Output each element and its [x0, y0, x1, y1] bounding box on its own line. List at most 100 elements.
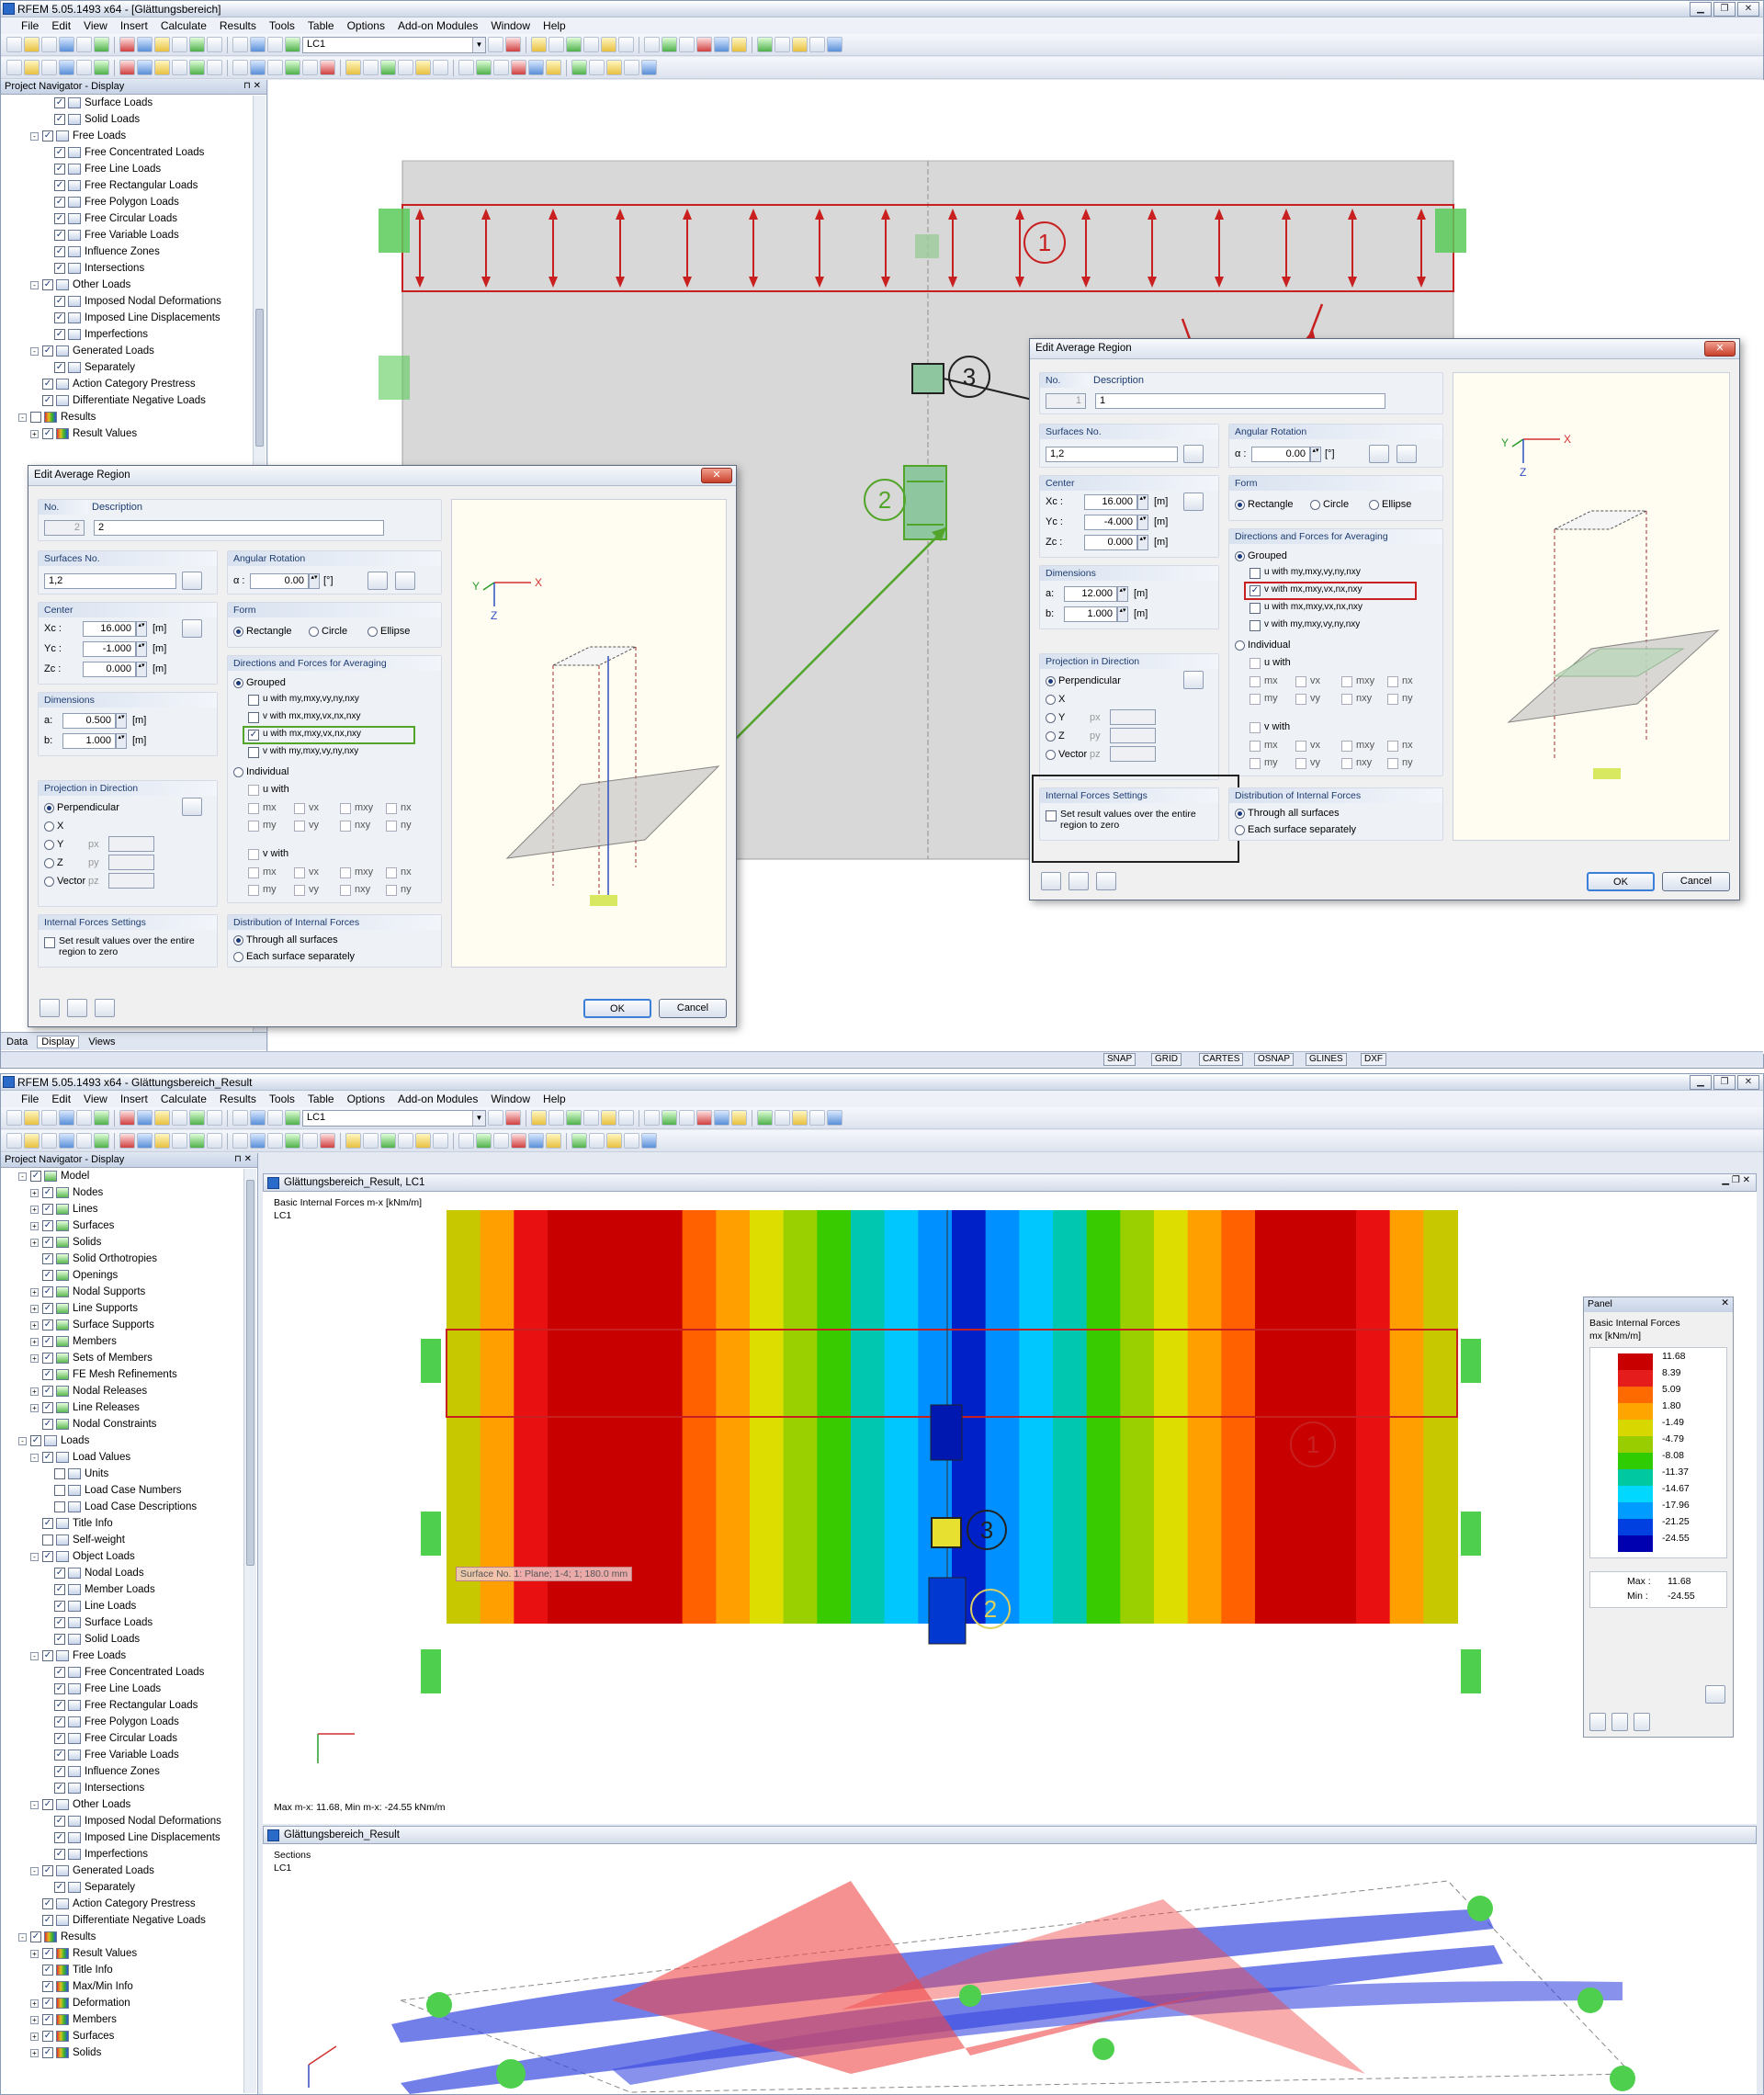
toolbar-button-icon[interactable] — [363, 1133, 379, 1149]
toolbar-button-icon[interactable] — [172, 1110, 187, 1126]
toolbar-button-icon[interactable] — [137, 60, 153, 75]
v-with-checkbox[interactable] — [248, 849, 259, 860]
proj-x-radio[interactable] — [44, 821, 54, 832]
toolbar-button-icon[interactable] — [94, 1133, 109, 1149]
status-glines-button[interactable]: GLINES — [1306, 1053, 1347, 1066]
proj-perpendicular-radio[interactable] — [44, 803, 54, 813]
individual-ny-checkbox[interactable] — [1387, 758, 1398, 769]
toolbar-button-icon[interactable] — [644, 37, 660, 52]
expand-toggle-icon[interactable]: + — [30, 1304, 39, 1313]
toolbar-button-icon[interactable] — [714, 1110, 729, 1126]
proj-vector-radio[interactable] — [44, 877, 54, 887]
zc-field[interactable]: 0.000 — [1084, 535, 1137, 550]
b-spinner[interactable]: ▴▾ — [1117, 606, 1128, 622]
tree-checkbox[interactable]: ✓ — [54, 1716, 65, 1727]
tree-checkbox[interactable]: ✓ — [54, 1849, 65, 1860]
tree-checkbox[interactable]: ✓ — [42, 1353, 53, 1364]
toolbar-button-icon[interactable] — [137, 1133, 153, 1149]
toolbar-button-icon[interactable] — [827, 1110, 842, 1126]
toolbar-button-icon[interactable] — [531, 1110, 547, 1126]
tree-checkbox[interactable]: ✓ — [42, 1915, 53, 1926]
toolbar-button-icon[interactable] — [415, 60, 431, 75]
units-icon[interactable] — [67, 999, 87, 1017]
individual-nxy-checkbox[interactable] — [1341, 694, 1352, 705]
menu-item-insert[interactable]: Insert — [119, 19, 148, 32]
expand-toggle-icon[interactable]: - — [30, 1866, 39, 1875]
toolbar-button-icon[interactable] — [76, 1110, 92, 1126]
toolbar-button-icon[interactable] — [320, 1133, 335, 1149]
help-icon[interactable] — [1041, 872, 1061, 890]
tree-checkbox[interactable]: ✓ — [54, 1667, 65, 1678]
opt-v-mx-checkbox[interactable] — [248, 712, 259, 723]
toolbar-button-icon[interactable] — [792, 1110, 808, 1126]
form-rectangle-radio[interactable] — [233, 627, 243, 637]
tree-checkbox[interactable]: ✓ — [42, 1998, 53, 2009]
ok-button[interactable]: OK — [583, 999, 651, 1018]
tree-checkbox[interactable]: ✓ — [54, 147, 65, 158]
tree-checkbox[interactable]: ✓ — [30, 1931, 41, 1942]
toolbar-button-icon[interactable] — [207, 60, 222, 75]
tree-checkbox[interactable]: ✓ — [42, 279, 53, 290]
tree-checkbox[interactable]: ✓ — [54, 1750, 65, 1761]
toolbar-button-icon[interactable] — [363, 60, 379, 75]
toolbar-button-icon[interactable] — [618, 1110, 634, 1126]
toolbar-button-icon[interactable] — [207, 37, 222, 52]
tree-checkbox[interactable]: ✓ — [54, 1816, 65, 1827]
tree-checkbox[interactable]: ✓ — [42, 428, 53, 439]
toolbar-button-icon[interactable] — [731, 1110, 747, 1126]
tree-checkbox[interactable]: ✓ — [42, 1220, 53, 1231]
toolbar-button-icon[interactable] — [601, 37, 616, 52]
tree-checkbox[interactable]: ✓ — [54, 114, 65, 125]
toolbar-button-icon[interactable] — [189, 37, 205, 52]
individual-mx-checkbox[interactable] — [248, 867, 259, 878]
toolbar-button-icon[interactable] — [94, 1110, 109, 1126]
tree-checkbox[interactable]: ✓ — [42, 1253, 53, 1264]
tree-checkbox[interactable]: ✓ — [42, 379, 53, 390]
toolbar-button-icon[interactable] — [571, 60, 587, 75]
tree-checkbox[interactable]: ✓ — [42, 130, 53, 142]
toolbar-button-icon[interactable] — [606, 1133, 622, 1149]
tree-item[interactable]: ✓ Free Rectangular Loads — [42, 177, 198, 194]
status-osnap-button[interactable]: OSNAP — [1254, 1053, 1295, 1066]
expand-toggle-icon[interactable]: - — [18, 1932, 27, 1942]
status-grid-button[interactable]: GRID — [1151, 1053, 1182, 1066]
close-button[interactable]: ✕ — [1737, 2, 1759, 17]
proj-y-radio[interactable] — [1046, 713, 1056, 723]
alpha-field[interactable]: 0.00 — [1251, 447, 1310, 462]
individual-nx-checkbox[interactable] — [386, 867, 397, 878]
individual-vx-checkbox[interactable] — [1295, 676, 1306, 687]
toolbar-button-icon[interactable] — [76, 37, 92, 52]
tree-item[interactable]: + ✓ Nodes — [30, 1184, 103, 1201]
toolbar-button-icon[interactable] — [714, 37, 729, 52]
tree-checkbox[interactable]: ✓ — [42, 1402, 53, 1413]
toolbar-button-icon[interactable] — [250, 60, 266, 75]
expand-toggle-icon[interactable]: - — [30, 1800, 39, 1809]
toolbar-button-icon[interactable] — [59, 1133, 74, 1149]
individual-ny-checkbox[interactable] — [1387, 694, 1398, 705]
tree-checkbox[interactable]: ✓ — [54, 1634, 65, 1645]
toolbar-button-icon[interactable] — [137, 1110, 153, 1126]
individual-mx-checkbox[interactable] — [248, 803, 259, 814]
tree-item[interactable]: - ✓ Free Loads — [30, 128, 126, 144]
set-zero-checkbox[interactable] — [1046, 810, 1057, 821]
tree-item[interactable]: ✓ Free Rectangular Loads — [42, 1697, 198, 1714]
toolbar-button-icon[interactable] — [679, 1110, 695, 1126]
minimize-button[interactable]: ▁ — [1690, 2, 1712, 17]
toolbar-button-icon[interactable] — [809, 37, 825, 52]
individual-mxy-checkbox[interactable] — [340, 803, 351, 814]
dialog-close-button[interactable]: ✕ — [701, 468, 732, 483]
tree-checkbox[interactable]: ✓ — [54, 263, 65, 274]
toolbar-button-icon[interactable] — [24, 1133, 40, 1149]
tree-item[interactable]: + ✓ Surface Supports — [30, 1317, 154, 1333]
zc-field[interactable]: 0.000 — [83, 662, 136, 677]
expand-toggle-icon[interactable]: + — [30, 429, 39, 438]
tree-item[interactable]: ✓ Influence Zones — [42, 1763, 160, 1780]
tree-item[interactable]: - ✓ Model — [18, 1168, 89, 1184]
menu-item-edit[interactable]: Edit — [51, 1093, 72, 1105]
tree-checkbox[interactable]: ✓ — [54, 1832, 65, 1843]
toolbar-button-icon[interactable] — [488, 37, 503, 52]
tree-checkbox[interactable] — [54, 1501, 65, 1512]
toolbar-button-icon[interactable] — [267, 1133, 283, 1149]
tree-item[interactable]: + ✓ Surfaces — [30, 1217, 114, 1234]
toolbar-button-icon[interactable] — [250, 1133, 266, 1149]
